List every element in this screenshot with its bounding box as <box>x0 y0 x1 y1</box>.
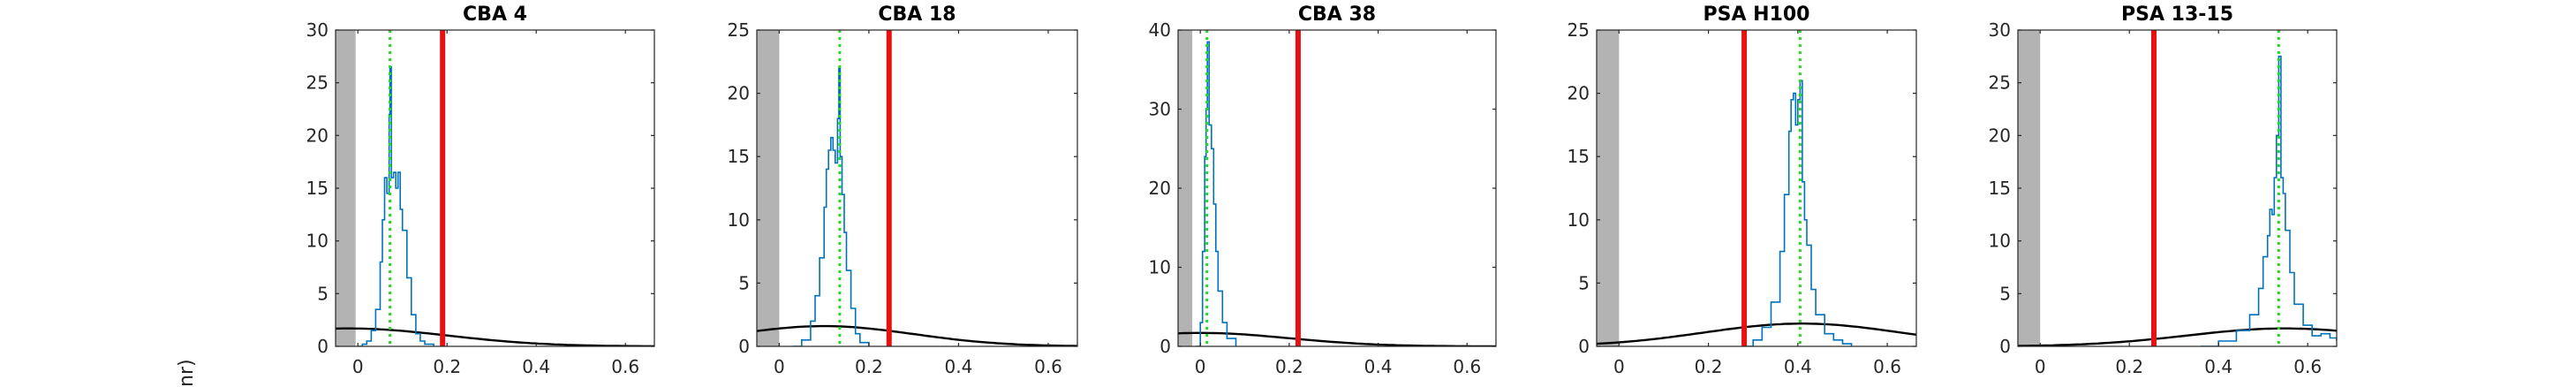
x-tick-label: 0.6 <box>611 356 639 377</box>
y-tick-label: 40 <box>1149 19 1171 41</box>
y-tick-label: 20 <box>728 83 750 104</box>
histogram-series <box>358 66 434 346</box>
gaussian-curve <box>757 324 1077 346</box>
y-tick-label: 5 <box>1578 272 1590 293</box>
plot-area <box>757 30 1077 346</box>
y-tick-label: 20 <box>1989 125 2011 146</box>
y-tick-label: 10 <box>1149 257 1171 278</box>
x-tick-label: 0.4 <box>945 356 973 377</box>
histogram-series <box>2201 56 2337 346</box>
y-tick-label: 0 <box>1999 336 2011 357</box>
x-tick-label: 0.6 <box>1034 356 1062 377</box>
x-tick-label: 0 <box>1613 356 1625 377</box>
subplot-1: 0 0.2 0.4 0.6 0 5 10 15 20 25 30 CBA 4 <box>306 4 655 377</box>
y-tick-label: 30 <box>306 19 329 41</box>
x-tick-label: 0.6 <box>2293 356 2322 377</box>
chart-title: CBA 38 <box>1298 4 1376 26</box>
subplot-3: 0 0.2 0.4 0.6 0 10 20 30 40 CBA 38 <box>1149 4 1497 377</box>
excluded-region <box>1597 30 1620 346</box>
y-tick-label: 15 <box>1568 146 1590 167</box>
histogram-series <box>1196 41 1237 346</box>
excluded-region <box>2018 30 2041 346</box>
x-tick-label: 0 <box>1195 356 1206 377</box>
y-tick-label: 0 <box>317 336 329 357</box>
plot-area <box>336 30 654 346</box>
x-tick-label: 0 <box>774 356 785 377</box>
axes-frame <box>2017 29 2338 347</box>
x-tick-label: 0.2 <box>1695 356 1723 377</box>
gaussian-curve <box>1178 331 1496 346</box>
y-tick-label: 25 <box>728 19 750 41</box>
y-tick-label: 30 <box>1989 19 2011 41</box>
gaussian-curve <box>2018 327 2337 346</box>
x-tick-label: 0.2 <box>433 356 461 377</box>
axes-frame <box>756 29 1078 347</box>
plot-area <box>2018 30 2337 346</box>
axes-frame <box>1596 29 1917 347</box>
x-tick-label: 0.4 <box>2204 356 2232 377</box>
y-tick-label: 5 <box>1999 283 2011 304</box>
y-tick-label: 20 <box>306 125 329 146</box>
x-tick-label: 0 <box>2035 356 2046 377</box>
x-tick-label: 0.4 <box>1784 356 1812 377</box>
chart-title: PSA 13-15 <box>2121 4 2233 26</box>
y-tick-label: 0 <box>1160 336 1171 357</box>
y-tick-label: 10 <box>728 209 750 231</box>
y-tick-label: 10 <box>1568 209 1590 231</box>
y-tick-label: 10 <box>1989 231 2011 252</box>
y-tick-label: 0 <box>1578 336 1590 357</box>
y-tick-label: 5 <box>317 283 329 304</box>
x-tick-label: 0.6 <box>1873 356 1901 377</box>
excluded-region <box>1178 30 1193 346</box>
y-tick-label: 15 <box>1989 178 2011 199</box>
y-tick-label: 0 <box>738 336 750 357</box>
x-tick-label: 0 <box>352 356 364 377</box>
subplot-2: 0 0.2 0.4 0.6 0 5 10 15 20 25 CBA 18 <box>728 4 1078 377</box>
subplot-5: 0 0.2 0.4 0.6 0 5 10 15 20 25 30 PSA 13-15 <box>1989 4 2338 377</box>
y-tick-label: 25 <box>306 72 329 94</box>
x-tick-label: 0.4 <box>522 356 550 377</box>
y-tick-label: 20 <box>1568 83 1590 104</box>
y-tick-label: 15 <box>728 146 750 167</box>
x-tick-label: 0.6 <box>1453 356 1481 377</box>
y-tick-label: 5 <box>738 272 750 293</box>
y-tick-label: 25 <box>1989 72 2011 94</box>
histogram-series <box>792 67 870 346</box>
x-tick-label: 0.2 <box>855 356 883 377</box>
gaussian-curve <box>336 327 654 346</box>
subplot-4: 0 0.2 0.4 0.6 0 5 10 15 20 25 PSA H100 <box>1568 4 1917 377</box>
axes-frame <box>1177 29 1497 347</box>
chart-title: CBA 4 <box>463 4 527 26</box>
y-tick-label: 20 <box>1149 178 1171 199</box>
y-tick-label: 30 <box>1149 99 1171 120</box>
chart-title: CBA 18 <box>878 4 956 26</box>
x-tick-label: 0.4 <box>1364 356 1393 377</box>
y-tick-label: 25 <box>1568 19 1590 41</box>
histogram-series <box>1744 80 1853 346</box>
excluded-region <box>757 30 780 346</box>
y-tick-label: 10 <box>306 231 329 252</box>
plot-area <box>1597 30 1916 346</box>
x-tick-label: 0.2 <box>1275 356 1303 377</box>
x-tick-label: 0.2 <box>2115 356 2143 377</box>
figure-ylabel-fragment: nr) <box>176 359 198 387</box>
subplot-grid: 0 0.2 0.4 0.6 0 5 10 15 20 25 30 CBA 4 0 0.2 0.4 0.6 0 5 1… <box>306 4 2338 377</box>
plot-area <box>1178 30 1496 346</box>
gaussian-curve <box>1597 322 1916 345</box>
y-tick-label: 15 <box>306 178 329 199</box>
chart-title: PSA H100 <box>1703 4 1810 26</box>
excluded-region <box>336 30 356 346</box>
axes-frame <box>335 29 655 347</box>
